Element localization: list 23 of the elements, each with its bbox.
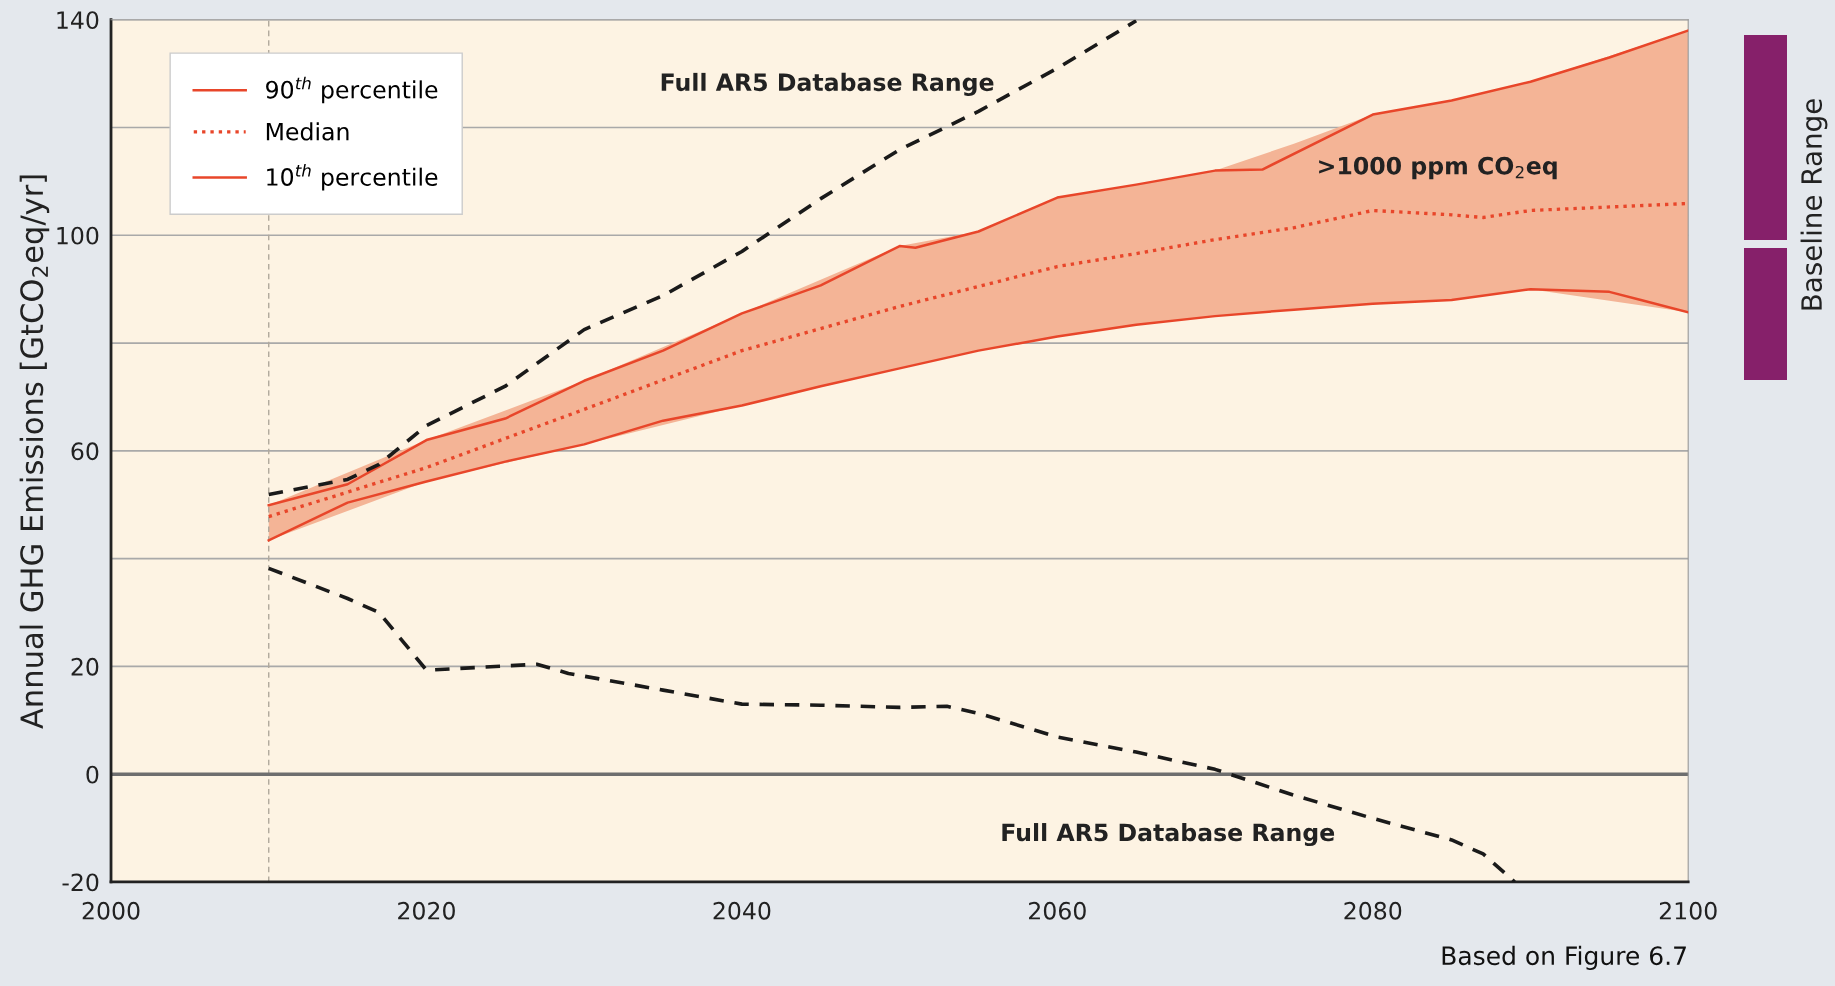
text: Based on Figure 6.7 — [1442, 945, 1686, 970]
line-series — [266, 19, 1138, 497]
y-tick-label: 140 — [57, 11, 99, 30]
line-series — [267, 287, 1689, 542]
annotation: Full AR5 Database Range — [661, 72, 994, 96]
x-tick-label: 2100 — [1659, 901, 1717, 920]
x-tick-label: 2080 — [1344, 901, 1402, 920]
annotation: Full AR5 Database Range — [1002, 823, 1335, 847]
x-tick-label: 2040 — [713, 901, 771, 920]
y-tick-label: 0 — [86, 765, 99, 784]
legend-label: 10$^{th}$ percentile — [267, 164, 438, 191]
x-tick-label: 2060 — [1029, 901, 1086, 920]
x-tick-label: 2000 — [82, 901, 140, 920]
y-tick-label: -20 — [62, 873, 99, 892]
text: Baseline Range — [1800, 99, 1828, 310]
annotation: >1000 ppm CO$_{2}$eq — [1319, 156, 1557, 180]
y-tick-label: 100 — [57, 226, 99, 245]
legend-label: Median — [266, 122, 349, 141]
y-axis-title: Annual GHG Emissions [GtCO$_{2}$eq/yr] — [19, 175, 50, 729]
legend-label: 90$^{th}$ percentile — [266, 76, 438, 104]
y-tick-label: 20 — [71, 657, 99, 676]
x-tick-label: 2020 — [398, 901, 455, 920]
y-tick-label: 60 — [71, 442, 99, 461]
